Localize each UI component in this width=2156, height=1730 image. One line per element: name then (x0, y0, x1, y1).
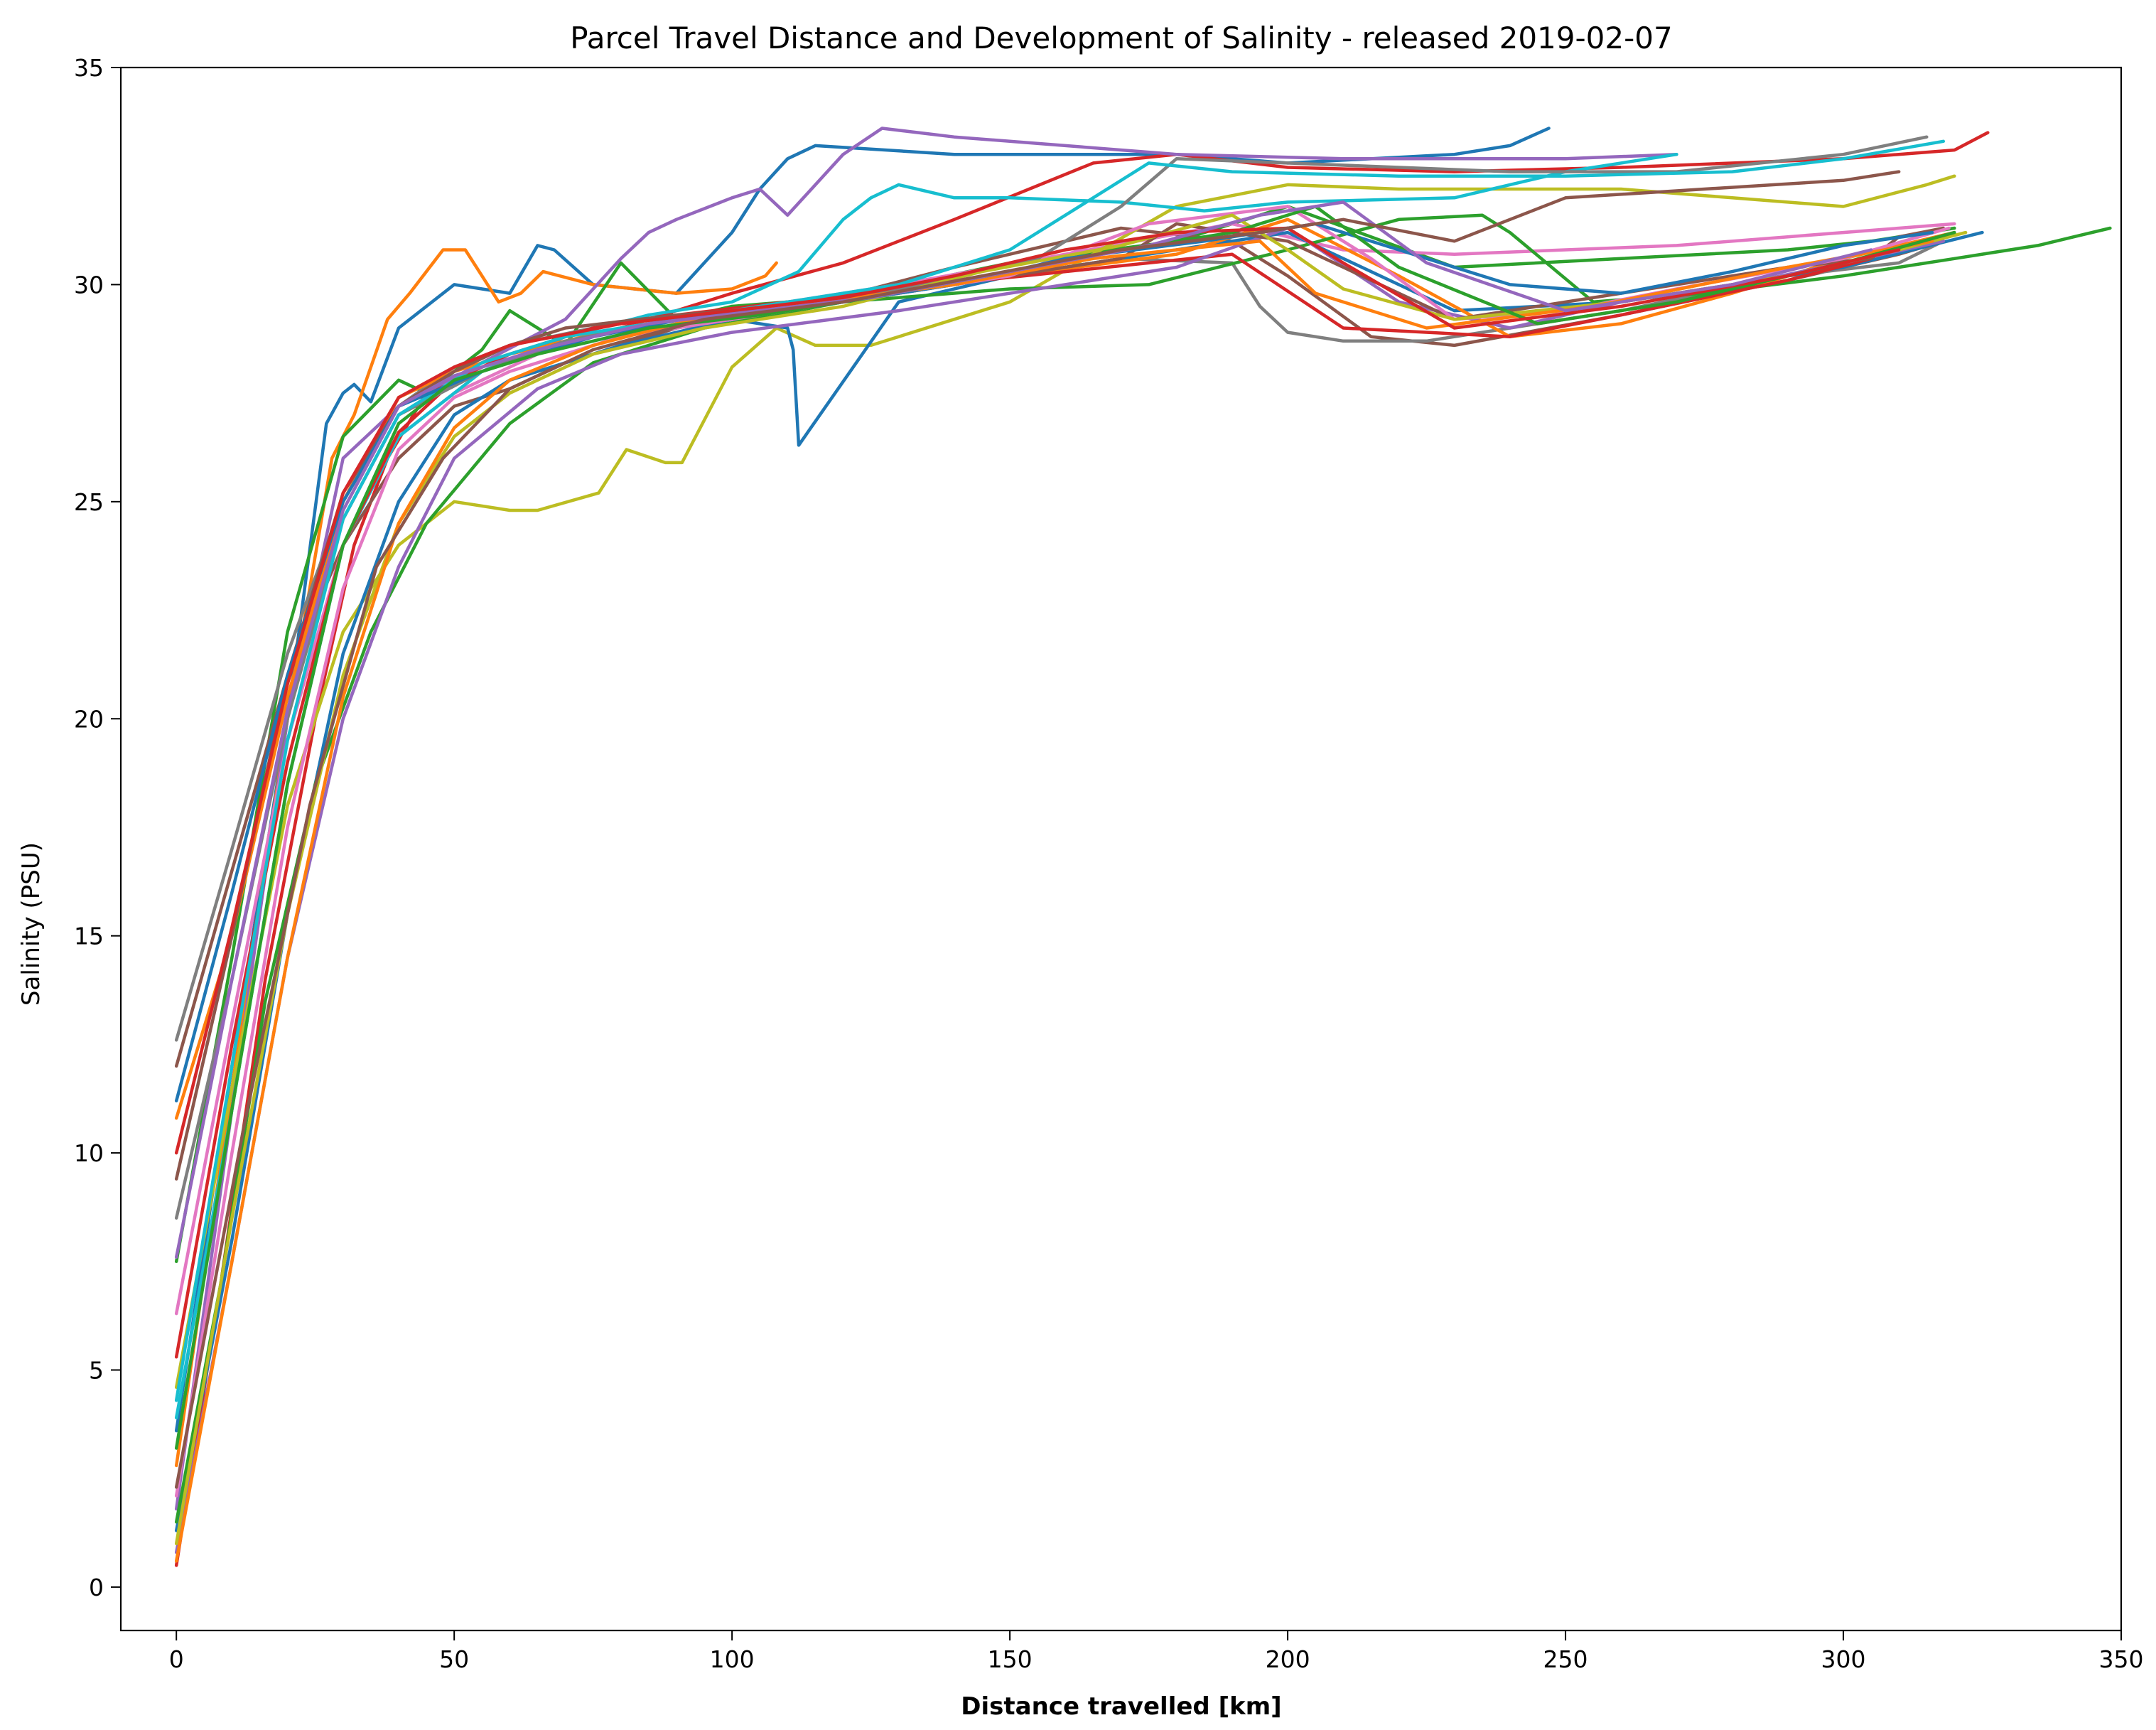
x-tick-label: 200 (1266, 1645, 1310, 1673)
series-line-11 (174, 230, 1984, 1532)
series-line-13 (174, 213, 2112, 1524)
series-line-24 (174, 226, 1901, 1155)
series-line-12 (174, 217, 1956, 1120)
series-line-8 (174, 240, 1946, 1042)
y-tick-label: 25 (74, 488, 104, 516)
series-line-20 (174, 139, 1946, 1402)
series-line-3 (174, 205, 1956, 1264)
x-axis: 0 50 100 150 200 250 300 350 (169, 1630, 2144, 1673)
series-line-1 (174, 127, 1551, 1433)
y-axis-label: Salinity (PSU) (17, 842, 45, 1006)
x-tick-label: 0 (169, 1645, 184, 1673)
axes-frame (119, 66, 2123, 1632)
y-tick-label: 5 (89, 1357, 104, 1385)
series-line-9 (174, 174, 1956, 1390)
chart-title: Parcel Travel Distance and Development o… (570, 21, 1672, 55)
series-line-5 (174, 127, 1678, 1511)
y-tick-label: 15 (74, 923, 104, 950)
y-tick-label: 35 (74, 54, 104, 82)
x-axis-label: Distance travelled [km] (961, 1692, 1281, 1721)
x-tick-label: 150 (988, 1645, 1033, 1673)
series-line-16 (174, 222, 1946, 1181)
x-tick-label: 350 (2099, 1645, 2144, 1673)
series-layer (174, 127, 2112, 1567)
x-tick-label: 100 (710, 1645, 755, 1673)
series-line-4 (174, 131, 1990, 1567)
series-line-17 (174, 205, 1951, 1498)
y-tick-label: 0 (89, 1574, 104, 1601)
series-line-26 (174, 170, 1901, 1489)
y-tick-label: 10 (74, 1139, 104, 1167)
x-tick-label: 300 (1821, 1645, 1866, 1673)
series-line-15 (174, 226, 1946, 1554)
y-tick-label: 30 (74, 271, 104, 299)
series-line-6 (174, 226, 1946, 1068)
x-tick-label: 250 (1543, 1645, 1588, 1673)
y-tick-label: 20 (74, 705, 104, 733)
series-line-25 (174, 200, 1873, 1259)
x-tick-label: 50 (439, 1645, 469, 1673)
y-axis: 0 5 10 15 20 25 30 35 (74, 54, 121, 1601)
series-line-21 (174, 222, 1934, 1103)
